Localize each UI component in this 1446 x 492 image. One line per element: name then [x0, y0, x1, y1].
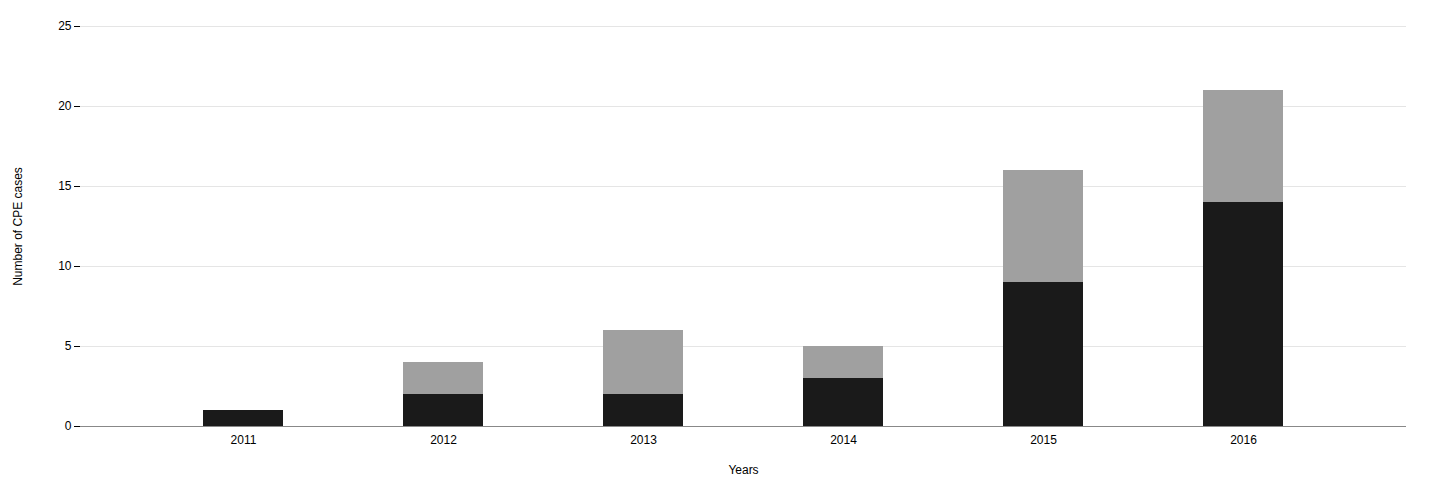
svg-text:2014: 2014	[830, 433, 857, 447]
svg-text:2015: 2015	[1030, 433, 1057, 447]
svg-text:0: 0	[65, 419, 72, 433]
svg-text:5: 5	[65, 339, 72, 353]
svg-text:2011: 2011	[231, 433, 257, 447]
svg-text:Number of CPE cases: Number of CPE cases	[11, 167, 25, 286]
svg-text:15: 15	[58, 179, 72, 193]
svg-text:Years: Years	[728, 463, 758, 477]
svg-text:2012: 2012	[430, 433, 457, 447]
svg-text:10: 10	[58, 259, 72, 273]
svg-text:2016: 2016	[1230, 433, 1257, 447]
svg-text:25: 25	[58, 19, 72, 33]
svg-text:2013: 2013	[630, 433, 657, 447]
svg-text:20: 20	[58, 99, 72, 113]
